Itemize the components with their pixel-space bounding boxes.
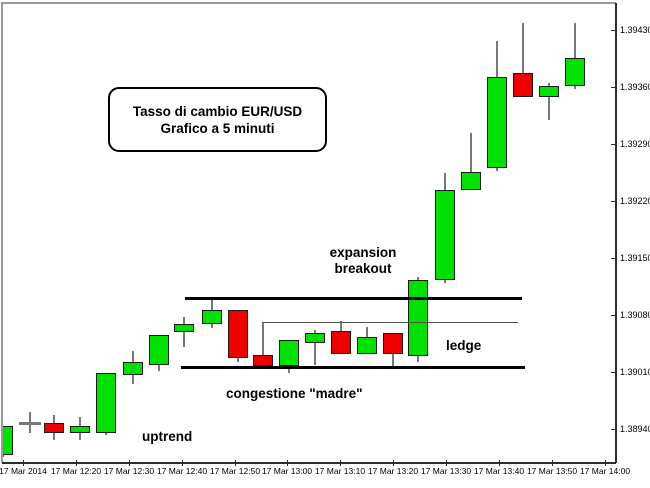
- x-axis-label: 17 Mar 2014: [0, 466, 47, 476]
- y-axis-tick: [611, 428, 616, 430]
- candle-body: [96, 372, 116, 434]
- candle-body: [513, 73, 533, 97]
- candle-body: [408, 279, 428, 356]
- y-axis-label: 1.39360: [620, 82, 650, 92]
- candle-body: [44, 423, 64, 434]
- candle-body: [279, 340, 299, 367]
- candle-body: [202, 310, 222, 324]
- candle-body: [174, 323, 194, 333]
- title-line-2: Grafico a 5 minuti: [160, 120, 275, 136]
- candle-body: [357, 336, 377, 355]
- candle-wick: [548, 82, 550, 121]
- annotation-ledge: ledge: [446, 338, 482, 353]
- x-axis-tick: [552, 460, 553, 466]
- candle-body: [228, 310, 248, 359]
- annotation-expansion-breakout: expansion breakout: [311, 245, 415, 277]
- candle-body: [383, 332, 403, 355]
- x-axis-tick: [605, 460, 606, 466]
- x-axis-tick: [76, 460, 77, 466]
- x-axis-tick: [235, 460, 236, 466]
- y-axis-label: 1.39080: [620, 310, 650, 320]
- candle-wick: [262, 322, 264, 369]
- annotation-expansion-line2: breakout: [334, 261, 392, 276]
- candle-body: [565, 57, 585, 87]
- x-axis-tick: [446, 460, 447, 466]
- title-box: Tasso di cambio EUR/USD Grafico a 5 minu…: [108, 87, 327, 152]
- candle-body: [70, 425, 90, 434]
- plot-area: [3, 0, 615, 470]
- x-axis-label: 17 Mar 12:50: [209, 466, 261, 476]
- x-axis-tick: [23, 460, 24, 466]
- y-axis-tick: [611, 143, 616, 145]
- annotation-uptrend: uptrend: [142, 429, 193, 444]
- title-line-1: Tasso di cambio EUR/USD: [132, 103, 303, 119]
- candle-wick: [470, 132, 472, 190]
- candle-wick: [522, 22, 524, 97]
- x-axis-line: [2, 462, 616, 464]
- x-axis-tick: [182, 460, 183, 466]
- y-axis-tick: [611, 86, 616, 88]
- congestion-bottom-line: [181, 365, 525, 369]
- x-axis-label: 17 Mar 13:50: [526, 466, 578, 476]
- candle-body: [253, 354, 273, 367]
- x-axis-label: 17 Mar 13:10: [314, 466, 366, 476]
- y-axis-tick: [611, 314, 616, 316]
- candle-body: [331, 331, 351, 355]
- y-axis-tick: [611, 200, 616, 202]
- candle-body: [539, 86, 559, 97]
- candle-wick: [314, 329, 316, 365]
- x-axis-tick: [287, 460, 288, 466]
- x-axis-label: 17 Mar 12:20: [50, 466, 102, 476]
- annotation-expansion-line1: expansion: [329, 245, 397, 260]
- doji-candle-bar: [19, 422, 41, 425]
- x-axis-label: 17 Mar 12:30: [103, 466, 155, 476]
- y-axis-tick: [611, 29, 616, 31]
- candle-body: [487, 77, 507, 168]
- y-axis-tick: [611, 257, 616, 259]
- candle-body: [149, 335, 169, 365]
- x-axis-label: 17 Mar 13:00: [261, 466, 313, 476]
- x-axis-tick: [499, 460, 500, 466]
- x-axis-tick: [340, 460, 341, 466]
- y-axis-label: 1.38940: [620, 424, 650, 434]
- x-axis-tick: [393, 460, 394, 466]
- x-axis-tick: [129, 460, 130, 466]
- x-axis-label: 17 Mar 14:00: [579, 466, 631, 476]
- y-axis-tick: [611, 371, 616, 373]
- y-axis-label: 1.39290: [620, 139, 650, 149]
- congestion-top-line: [185, 297, 522, 301]
- x-axis-label: 17 Mar 13:40: [473, 466, 525, 476]
- y-axis-label: 1.39010: [620, 367, 650, 377]
- y-axis-label: 1.39430: [620, 25, 650, 35]
- annotation-congestione-madre: congestione "madre": [226, 386, 363, 401]
- x-axis-label: 17 Mar 13:30: [420, 466, 472, 476]
- y-axis-line: [615, 3, 617, 463]
- ledge-line: [262, 321, 518, 323]
- candle-body: [305, 332, 325, 343]
- chart-frame-top: [1, 2, 616, 4]
- candle-body: [123, 362, 143, 376]
- candle-body: [3, 425, 13, 456]
- x-axis-label: 17 Mar 13:20: [367, 466, 419, 476]
- x-axis-label: 17 Mar 12:40: [156, 466, 208, 476]
- candle-body: [461, 171, 481, 190]
- y-axis-label: 1.39150: [620, 253, 650, 263]
- chart-frame-left: [1, 2, 3, 463]
- candle-body: [435, 189, 455, 280]
- y-axis-label: 1.39220: [620, 196, 650, 206]
- candle-wick: [574, 22, 576, 89]
